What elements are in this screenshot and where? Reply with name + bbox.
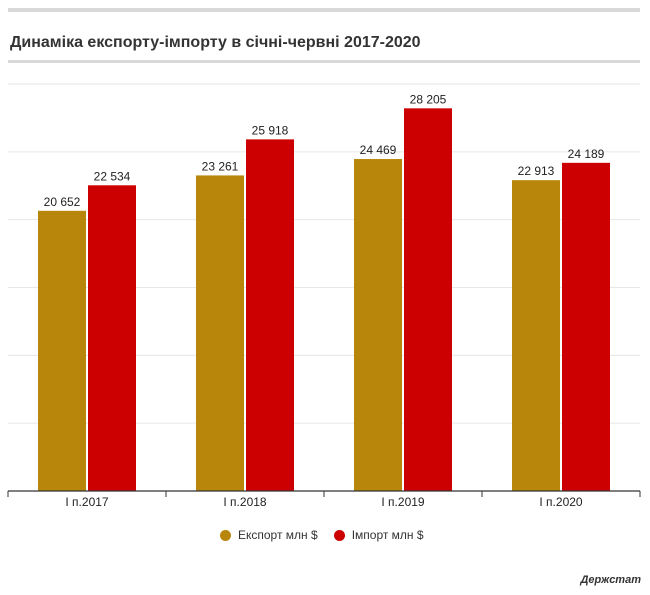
export-value-label-3: 24 469 (360, 143, 397, 157)
legend-item-import: Імпорт млн $ (333, 528, 424, 542)
import-value-label-2: 25 918 (252, 123, 289, 137)
import-value-label-4: 24 189 (568, 147, 605, 161)
legend-label-import: Імпорт млн $ (351, 528, 424, 542)
source-credit: Держстат (580, 574, 641, 586)
export-bar-3 (354, 159, 402, 491)
top-divider (8, 8, 640, 12)
export-value-label-1: 20 652 (44, 195, 81, 209)
legend-swatch-import (333, 529, 345, 541)
export-bar-4 (512, 180, 560, 491)
x-tick-label: I п.2018 (223, 495, 267, 509)
data-labels: 20 652 22 534 23 261 25 918 24 469 28 205 22 9… (44, 92, 605, 208)
x-tick-label: I п.2019 (381, 495, 425, 509)
import-bar-3 (404, 108, 452, 491)
export-value-label-4: 22 913 (518, 164, 555, 178)
legend: Експорт млн $ Імпорт млн $ (220, 528, 440, 542)
import-bar-2 (246, 139, 294, 491)
legend-item-export: Експорт млн $ (220, 528, 318, 542)
export-value-label-2: 23 261 (202, 159, 239, 173)
x-axis: I п.2017 I п.2018 I п.2019 I п.2020 (7, 490, 641, 509)
import-value-label-3: 28 205 (410, 92, 447, 106)
legend-swatch-export (220, 529, 231, 541)
import-value-label-1: 22 534 (94, 169, 131, 183)
export-bar-1 (38, 210, 86, 491)
title-divider (8, 60, 640, 63)
x-tick-label: I п.2020 (539, 495, 583, 509)
import-bar-4 (562, 162, 610, 491)
export-bar-2 (196, 175, 244, 491)
x-tick-label: I п.2017 (65, 495, 109, 509)
chart-title: Динаміка експорту-імпорту в січні-червні… (10, 34, 421, 51)
bars (38, 108, 610, 491)
legend-label-export: Експорт млн $ (238, 528, 318, 542)
import-bar-1 (88, 185, 136, 491)
